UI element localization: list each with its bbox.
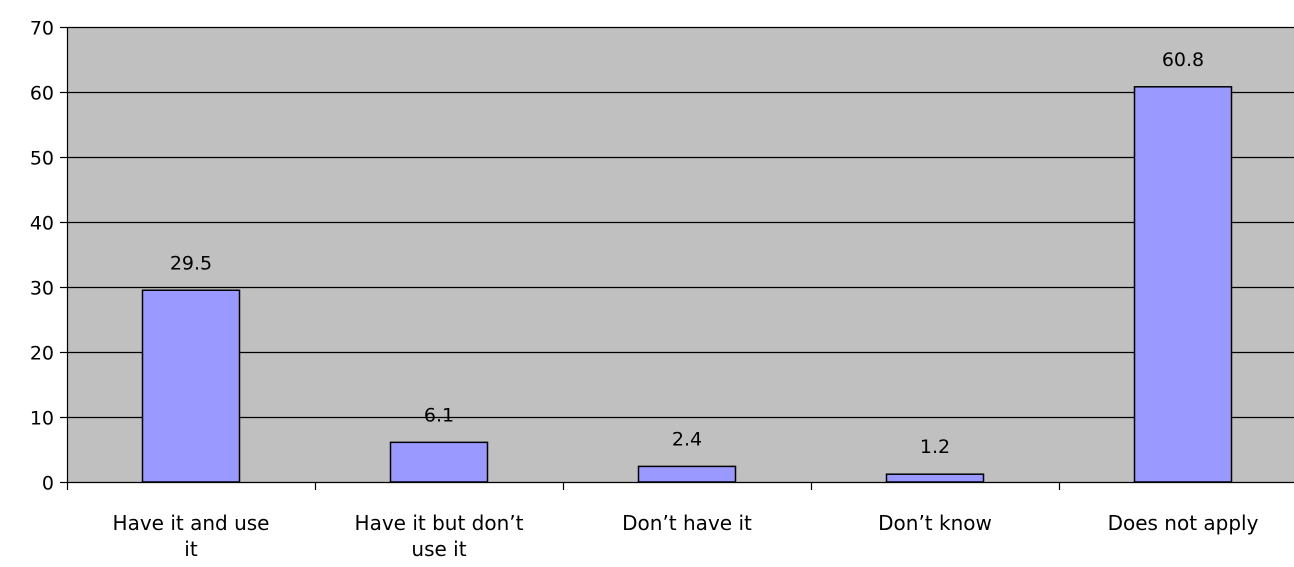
x-category-label: Have it but don’t use it <box>355 511 524 561</box>
bar <box>141 289 241 483</box>
y-tick-label: 30 <box>30 278 54 300</box>
x-category-label-line: use it <box>411 537 466 561</box>
x-category-label-line: Don’t have it <box>622 511 752 535</box>
data-label: 29.5 <box>170 252 212 274</box>
y-tick-label: 0 <box>42 473 54 495</box>
bar <box>637 465 737 483</box>
y-tick-label: 50 <box>30 148 54 170</box>
data-label: 1.2 <box>920 436 950 458</box>
x-category-label: Don’t have it <box>622 511 752 535</box>
bars-group <box>141 86 1233 483</box>
y-tick-label: 60 <box>30 83 54 105</box>
x-category-label: Don’t know <box>878 511 992 535</box>
x-category-label: Does not apply <box>1108 511 1259 535</box>
data-label: 60.8 <box>1162 49 1204 71</box>
gridlines-group <box>67 26 1294 419</box>
plot-area-group <box>67 27 1294 482</box>
labels-group: 0 10 20 30 40 50 60 70 29.5 6.1 2.4 1.2 60.8 Have it … <box>30 18 1259 562</box>
y-tick-label: 40 <box>30 213 54 235</box>
x-category-label-line: Have it and use <box>113 511 270 535</box>
x-category-label-line: it <box>184 537 198 561</box>
bar <box>885 473 985 483</box>
y-tick-label: 10 <box>30 408 54 430</box>
bar <box>1133 86 1233 483</box>
plot-background <box>67 27 1294 482</box>
x-category-label-line: Does not apply <box>1108 511 1259 535</box>
x-category-label-line: Don’t know <box>878 511 992 535</box>
y-tick-label: 20 <box>30 343 54 365</box>
axes-group <box>60 26 1294 490</box>
x-category-label: Have it and use it <box>113 511 270 561</box>
y-tick-label: 70 <box>30 18 54 40</box>
data-label: 6.1 <box>424 404 454 426</box>
x-category-label-line: Have it but don’t <box>355 511 524 535</box>
data-label: 2.4 <box>672 428 702 450</box>
bar <box>389 441 489 483</box>
